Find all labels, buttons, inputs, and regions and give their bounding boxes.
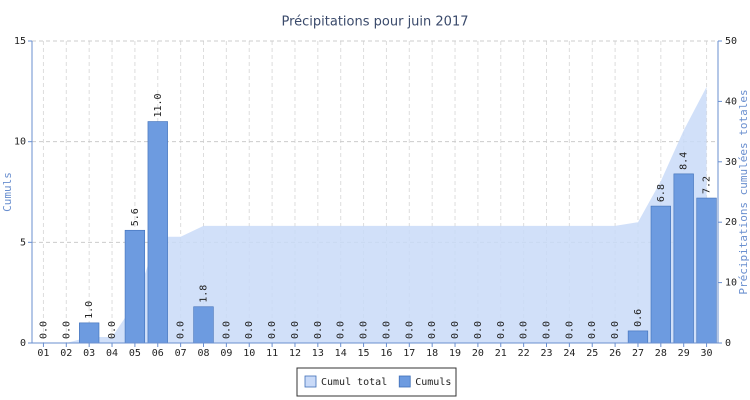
value-label: 0.0 <box>610 321 621 339</box>
x-tick-label: 22 <box>518 348 530 359</box>
bar <box>673 173 694 344</box>
x-tick-label: 11 <box>266 348 278 359</box>
legend-swatch <box>398 375 411 388</box>
x-tick-label: 16 <box>380 348 392 359</box>
value-label: 6.8 <box>656 184 667 202</box>
value-label: 1.0 <box>84 301 95 319</box>
y-axis-label: Cumuls <box>1 172 14 212</box>
value-label: 0.0 <box>473 321 484 339</box>
value-label: 0.0 <box>221 321 232 339</box>
x-tick-label: 30 <box>701 348 713 359</box>
value-label: 0.0 <box>176 321 187 339</box>
x-tick-label: 24 <box>563 348 575 359</box>
x-tick-label: 06 <box>152 348 164 359</box>
value-label: 1.8 <box>199 285 210 303</box>
x-tick-label: 08 <box>197 348 209 359</box>
value-label: 0.0 <box>359 321 370 339</box>
y2-tick-label: 0 <box>725 338 731 349</box>
value-label: 0.0 <box>267 321 278 339</box>
bar <box>147 121 168 344</box>
x-tick-label: 29 <box>678 348 690 359</box>
x-tick-label: 20 <box>472 348 484 359</box>
legend-box <box>296 367 457 397</box>
x-tick-label: 18 <box>426 348 438 359</box>
value-label: 8.4 <box>679 152 690 170</box>
value-label: 7.2 <box>702 176 713 194</box>
value-label: 0.0 <box>313 321 324 339</box>
x-tick-label: 12 <box>289 348 301 359</box>
x-tick-label: 28 <box>655 348 667 359</box>
x-tick-label: 05 <box>129 348 141 359</box>
bar <box>79 322 100 344</box>
y2-tick-label: 20 <box>725 217 737 228</box>
legend-label: Cumuls <box>415 377 451 388</box>
bar <box>627 330 649 344</box>
value-label: 0.0 <box>519 321 530 339</box>
x-tick-label: 26 <box>609 348 621 359</box>
x-tick-label: 23 <box>540 348 552 359</box>
x-tick-label: 10 <box>243 348 255 359</box>
value-label: 0.0 <box>38 321 49 339</box>
bar <box>696 197 717 344</box>
bar <box>650 205 671 344</box>
value-label: 0.0 <box>336 321 347 339</box>
y-tick-label: 15 <box>14 36 26 47</box>
value-label: 5.6 <box>130 208 141 226</box>
x-tick-label: 15 <box>358 348 370 359</box>
value-label: 0.0 <box>244 321 255 339</box>
value-label: 0.6 <box>633 309 644 327</box>
x-tick-label: 17 <box>403 348 415 359</box>
x-tick-label: 01 <box>37 348 49 359</box>
value-label: 0.0 <box>496 321 507 339</box>
legend-swatch <box>304 375 317 388</box>
y2-tick-label: 10 <box>725 278 737 289</box>
x-tick-label: 07 <box>175 348 187 359</box>
value-label: 0.0 <box>290 321 301 339</box>
bar <box>124 229 146 344</box>
y2-axis-label: Précipitations cumulées totales <box>737 89 750 294</box>
y2-tick-label: 50 <box>725 36 737 47</box>
y-tick-label: 5 <box>20 237 26 248</box>
x-tick-label: 09 <box>220 348 232 359</box>
x-tick-label: 14 <box>335 348 347 359</box>
x-tick-label: 04 <box>106 348 118 359</box>
x-tick-label: 03 <box>83 348 95 359</box>
value-label: 0.0 <box>450 321 461 339</box>
chart-title: Précipitations pour juin 2017 <box>281 15 468 30</box>
value-label: 0.0 <box>564 321 575 339</box>
value-label: 0.0 <box>404 321 415 339</box>
x-tick-label: 02 <box>60 348 72 359</box>
x-tick-label: 27 <box>632 348 644 359</box>
value-label: 0.0 <box>61 321 72 339</box>
value-label: 11.0 <box>153 93 164 117</box>
y2-tick-label: 40 <box>725 96 737 107</box>
y-tick-label: 10 <box>14 137 26 148</box>
x-tick-label: 13 <box>312 348 324 359</box>
y2-tick-label: 30 <box>725 157 737 168</box>
cumulative-area <box>43 86 707 344</box>
value-label: 0.0 <box>587 321 598 339</box>
legend-label: Cumul total <box>321 377 387 388</box>
value-label: 0.0 <box>542 321 553 339</box>
x-tick-label: 19 <box>449 348 461 359</box>
value-label: 0.0 <box>381 321 392 339</box>
value-label: 0.0 <box>107 321 118 339</box>
x-tick-label: 21 <box>495 348 507 359</box>
bar <box>193 306 214 344</box>
value-label: 0.0 <box>427 321 438 339</box>
y-tick-label: 0 <box>20 338 26 349</box>
x-tick-label: 25 <box>586 348 598 359</box>
